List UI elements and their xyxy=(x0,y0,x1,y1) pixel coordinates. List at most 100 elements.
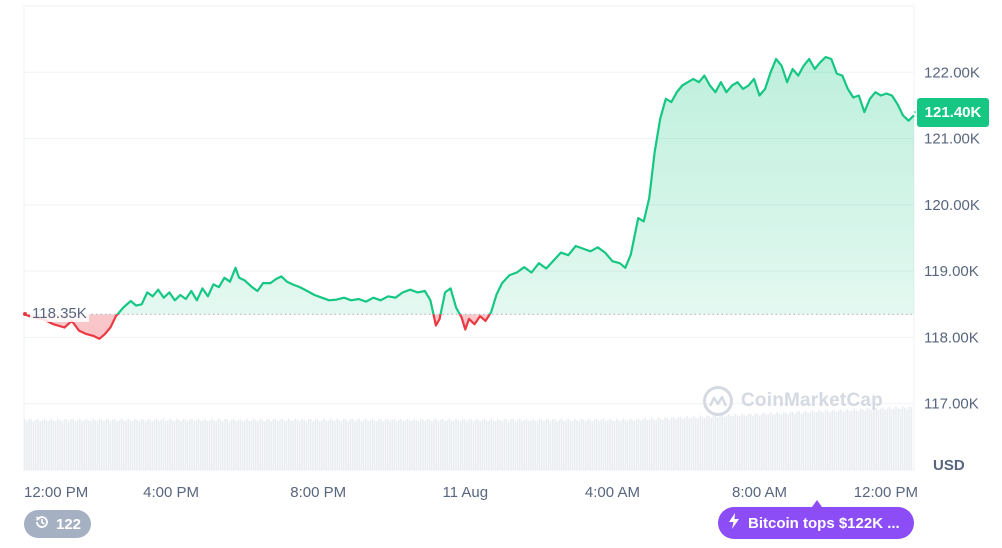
volume-bar xyxy=(92,418,94,470)
volume-bar xyxy=(182,418,184,470)
volume-bar xyxy=(492,420,495,470)
x-tick-label: 4:00 PM xyxy=(143,484,199,501)
history-clock-icon xyxy=(34,514,50,534)
volume-bar xyxy=(646,420,649,470)
x-tick-label: 12:00 PM xyxy=(24,484,88,501)
volume-bar xyxy=(866,408,869,470)
volume-bar xyxy=(706,415,708,470)
volume-bar xyxy=(63,419,66,470)
volume-bar xyxy=(373,420,376,470)
volume-bar xyxy=(758,415,761,470)
volume-bar xyxy=(349,419,352,470)
volume-bar xyxy=(673,417,675,470)
volume-bar xyxy=(96,421,99,470)
volume-bar xyxy=(193,421,195,470)
news-event-button[interactable]: Bitcoin tops $122K ... xyxy=(718,507,914,539)
volume-bar xyxy=(527,420,530,470)
volume-bar xyxy=(545,418,547,470)
volume-bar xyxy=(367,420,369,470)
volume-bar xyxy=(90,420,92,470)
volume-bar xyxy=(250,420,253,470)
volume-bar xyxy=(631,419,633,470)
volume-bar xyxy=(563,421,565,470)
volume-bar xyxy=(252,418,255,470)
volume-bar xyxy=(439,420,442,470)
volume-bar xyxy=(235,421,237,470)
volume-bar xyxy=(888,406,891,470)
volume-bar xyxy=(864,410,866,470)
volume-bar xyxy=(637,418,640,470)
volume-bar xyxy=(329,418,332,470)
volume-bar xyxy=(684,417,686,470)
volume-bar xyxy=(142,419,145,470)
volume-bar xyxy=(697,418,699,470)
volume-bar xyxy=(398,419,400,470)
volume-bar xyxy=(448,418,451,470)
coinmarketcap-logo-icon xyxy=(703,386,733,416)
volume-bar xyxy=(890,409,893,470)
volume-bar xyxy=(873,408,875,470)
volume-bar xyxy=(906,408,908,470)
volume-bar xyxy=(151,421,154,470)
volume-bar xyxy=(857,410,860,470)
volume-bar xyxy=(213,420,215,470)
volume-bar xyxy=(112,419,114,470)
volume-bar xyxy=(395,421,398,470)
volume-bar xyxy=(596,418,598,470)
volume-bar xyxy=(118,420,121,470)
volume-bar xyxy=(160,420,162,470)
volume-bar xyxy=(609,418,611,470)
volume-bar xyxy=(501,421,503,470)
x-tick-label: 8:00 AM xyxy=(732,484,787,501)
volume-bar xyxy=(574,418,576,470)
volume-bar xyxy=(783,411,785,470)
reference-price-label: 118.35K xyxy=(30,305,89,323)
volume-bar xyxy=(358,418,360,470)
volume-bar xyxy=(382,421,385,470)
volume-bar xyxy=(318,421,321,470)
volume-bar xyxy=(629,419,631,470)
volume-bar xyxy=(494,421,497,470)
volume-bar xyxy=(477,418,479,470)
volume-bar xyxy=(184,419,187,470)
volume-bar xyxy=(173,421,176,470)
volume-bar xyxy=(415,420,418,470)
volume-bar xyxy=(195,419,198,470)
volume-bar xyxy=(695,417,697,470)
x-tick-label: 12:00 PM xyxy=(854,484,918,501)
volume-bar xyxy=(290,420,292,470)
volume-bar xyxy=(226,419,228,470)
volume-bar xyxy=(499,420,501,470)
volume-bar xyxy=(387,419,389,470)
volume-bar xyxy=(158,421,160,470)
volume-bar xyxy=(882,407,884,470)
volume-bar xyxy=(842,411,844,470)
volume-bar xyxy=(831,410,833,470)
volume-bar xyxy=(787,414,789,470)
volume-bar xyxy=(620,421,622,470)
volume-bar xyxy=(818,410,820,470)
volume-bar xyxy=(422,419,424,470)
current-price-tag: 121.40K xyxy=(917,97,989,127)
volume-bar xyxy=(523,420,525,470)
volume-bar xyxy=(156,418,158,470)
volume-bar xyxy=(426,419,429,470)
volume-bar xyxy=(59,419,61,470)
volume-bar xyxy=(675,419,677,470)
volume-bar xyxy=(805,410,807,470)
volume-bar xyxy=(732,416,734,470)
volume-bar xyxy=(83,420,85,470)
price-line-up xyxy=(23,55,915,315)
volume-bar xyxy=(809,412,811,470)
events-history-button[interactable]: 122 xyxy=(24,510,92,538)
volume-bar xyxy=(24,419,26,470)
volume-bar xyxy=(428,419,431,470)
volume-bar xyxy=(321,420,323,470)
volume-bar xyxy=(79,418,81,470)
volume-bar xyxy=(272,419,275,470)
volume-bar xyxy=(255,420,257,470)
volume-bar xyxy=(200,421,202,470)
volume-bar xyxy=(127,418,129,470)
volume-bar xyxy=(420,418,422,470)
